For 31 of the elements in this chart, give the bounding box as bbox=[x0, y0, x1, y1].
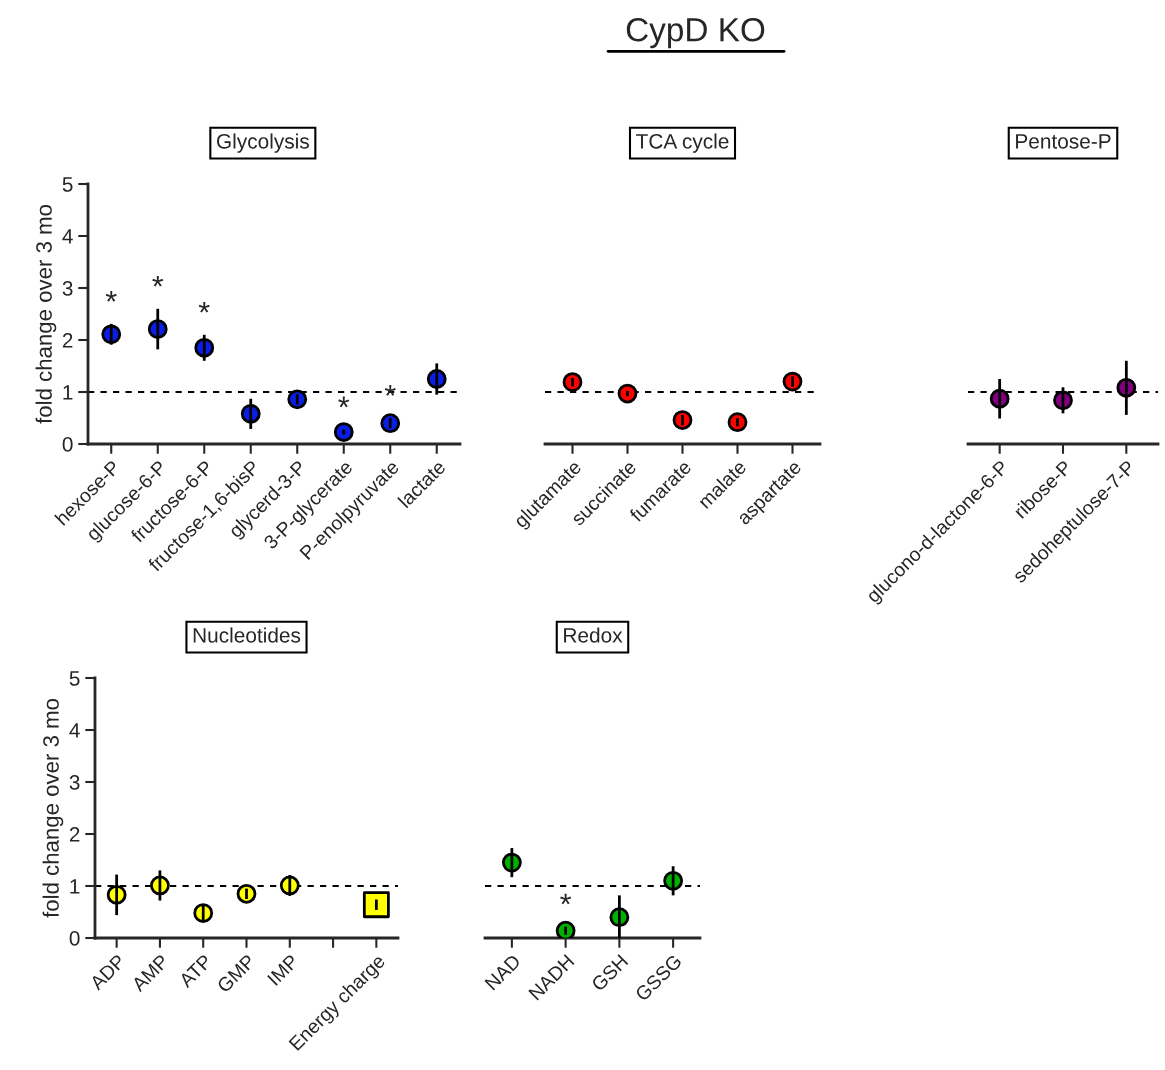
y-tick-label: 2 bbox=[69, 827, 80, 842]
y-tick-label: 5 bbox=[62, 177, 73, 192]
chart-title: Pentose-P bbox=[1016, 134, 1111, 149]
x-tick-label: IMP bbox=[267, 953, 300, 986]
point bbox=[333, 422, 354, 442]
y-tick-label: 1 bbox=[63, 385, 73, 400]
text: CypD KO bbox=[626, 17, 765, 49]
data-label: * bbox=[338, 396, 350, 408]
y-tick-label: 4 bbox=[69, 723, 80, 738]
y-tick-label: 5 bbox=[69, 671, 80, 686]
chart-title: TCA cycle bbox=[636, 133, 729, 153]
y-tick-label: 3 bbox=[62, 281, 73, 296]
data-label: * bbox=[384, 385, 396, 396]
data-label: * bbox=[198, 301, 210, 313]
x-tick-label: ATP bbox=[178, 953, 213, 989]
y-tick-label: 3 bbox=[69, 775, 80, 790]
chart-title: Nucleotides bbox=[193, 627, 301, 643]
y-axis-title: fold change over 3 mo bbox=[35, 204, 57, 424]
y-axis-title: fold change over 3 mo bbox=[42, 698, 64, 918]
y-tick-label: 0 bbox=[62, 437, 73, 452]
y-tick-label: 0 bbox=[69, 931, 80, 946]
data-label: * bbox=[105, 290, 117, 302]
chart-title: Redox bbox=[564, 627, 623, 643]
data-label: * bbox=[560, 893, 572, 905]
point bbox=[362, 891, 390, 919]
chart-title: Glycolysis bbox=[217, 133, 309, 153]
point bbox=[617, 383, 638, 404]
data-label: * bbox=[152, 275, 164, 287]
y-tick-label: 1 bbox=[70, 879, 80, 894]
y-tick-label: 2 bbox=[62, 333, 73, 348]
y-tick-label: 4 bbox=[62, 229, 73, 244]
